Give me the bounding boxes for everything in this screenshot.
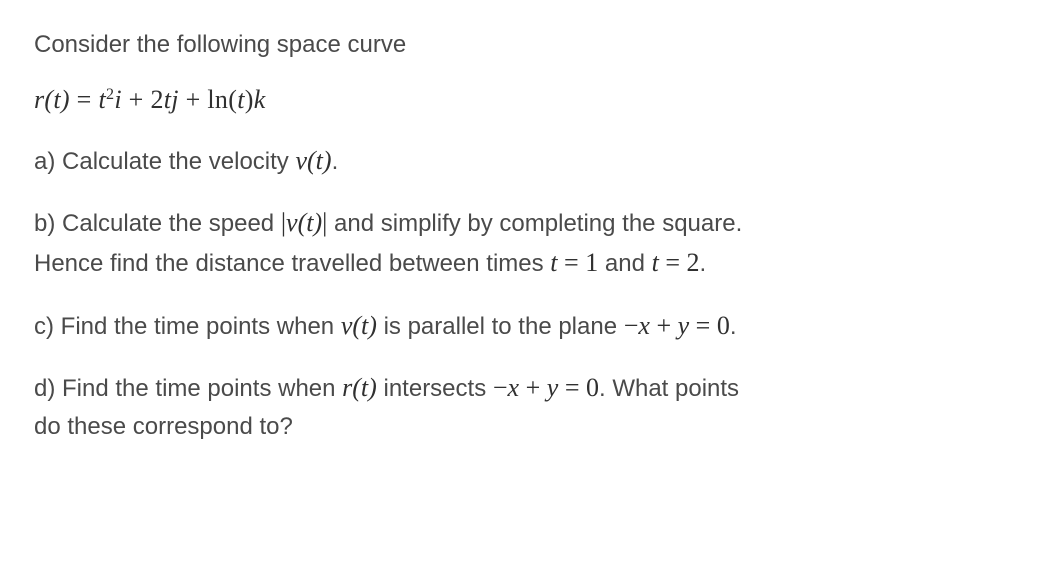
part-c-text-2: is parallel to the plane bbox=[377, 313, 624, 340]
math-t-2: t bbox=[652, 248, 659, 277]
math-two: 2 bbox=[687, 248, 700, 277]
part-c: c) Find the time points when v(t) is par… bbox=[34, 306, 1026, 346]
eq-lhs: r(t) bbox=[34, 85, 70, 114]
plus-sign-d: + bbox=[519, 373, 547, 402]
math-x-c: x bbox=[638, 311, 650, 340]
eq-tj: tj bbox=[164, 85, 179, 114]
space-curve-equation: r(t) = t2i + 2tj + ln(t)k bbox=[34, 85, 1026, 115]
math-eq-2: = bbox=[659, 248, 687, 277]
math-y-d: y bbox=[547, 373, 559, 402]
part-a-suffix: . bbox=[332, 148, 339, 175]
part-d-text-1: d) Find the time points when bbox=[34, 375, 342, 402]
math-y-c: y bbox=[678, 311, 690, 340]
part-d: d) Find the time points when r(t) inters… bbox=[34, 368, 1026, 445]
part-d-text-4: do these correspond to? bbox=[34, 413, 293, 440]
part-a: a) Calculate the velocity v(t). bbox=[34, 141, 1026, 181]
eq-sign-d: = bbox=[558, 373, 586, 402]
part-b-suffix: . bbox=[700, 250, 707, 277]
part-b: b) Calculate the speed |v(t)| and simpli… bbox=[34, 203, 1026, 284]
minus-sign-c: − bbox=[624, 311, 639, 340]
zero-c: 0 bbox=[717, 311, 730, 340]
eq-2: 2 bbox=[150, 85, 163, 114]
eq-sign-c: = bbox=[689, 311, 717, 340]
eq-ln: ln bbox=[207, 85, 228, 114]
math-one: 1 bbox=[585, 248, 598, 277]
part-d-text-3: . What points bbox=[599, 375, 739, 402]
part-b-text-3: Hence find the distance travelled betwee… bbox=[34, 250, 550, 277]
intro-text: Consider the following space curve bbox=[34, 28, 1026, 63]
plus-sign-c: + bbox=[650, 311, 678, 340]
eq-i: i bbox=[114, 85, 122, 114]
part-d-text-2: intersects bbox=[377, 375, 493, 402]
part-d-math-r: r(t) bbox=[342, 373, 377, 402]
part-c-math-v: v(t) bbox=[341, 311, 377, 340]
part-b-math-v: v(t) bbox=[286, 208, 322, 237]
eq-k: k bbox=[254, 85, 266, 114]
part-b-text-2: and simplify by completing the square. bbox=[327, 210, 742, 237]
math-x-d: x bbox=[508, 373, 520, 402]
zero-d: 0 bbox=[586, 373, 599, 402]
part-b-text-1: b) Calculate the speed bbox=[34, 210, 281, 237]
eq-sign: = bbox=[70, 85, 99, 114]
problem-page: Consider the following space curve r(t) … bbox=[0, 0, 1060, 571]
eq-ln-t: t bbox=[237, 85, 245, 114]
part-a-math-v: v(t) bbox=[295, 146, 331, 175]
part-a-text: a) Calculate the velocity bbox=[34, 148, 295, 175]
part-c-suffix: . bbox=[730, 313, 737, 340]
part-b-and: and bbox=[598, 250, 651, 277]
part-c-text-1: c) Find the time points when bbox=[34, 313, 341, 340]
minus-sign-d: − bbox=[493, 373, 508, 402]
math-t-1: t bbox=[550, 248, 557, 277]
eq-plus-2: + bbox=[179, 85, 208, 114]
eq-open-paren: ( bbox=[228, 85, 237, 114]
eq-close-paren: ) bbox=[245, 85, 254, 114]
math-eq-1: = bbox=[558, 248, 586, 277]
eq-sup-2: 2 bbox=[106, 86, 114, 103]
eq-plus-1: + bbox=[122, 85, 151, 114]
eq-t: t bbox=[98, 85, 106, 114]
